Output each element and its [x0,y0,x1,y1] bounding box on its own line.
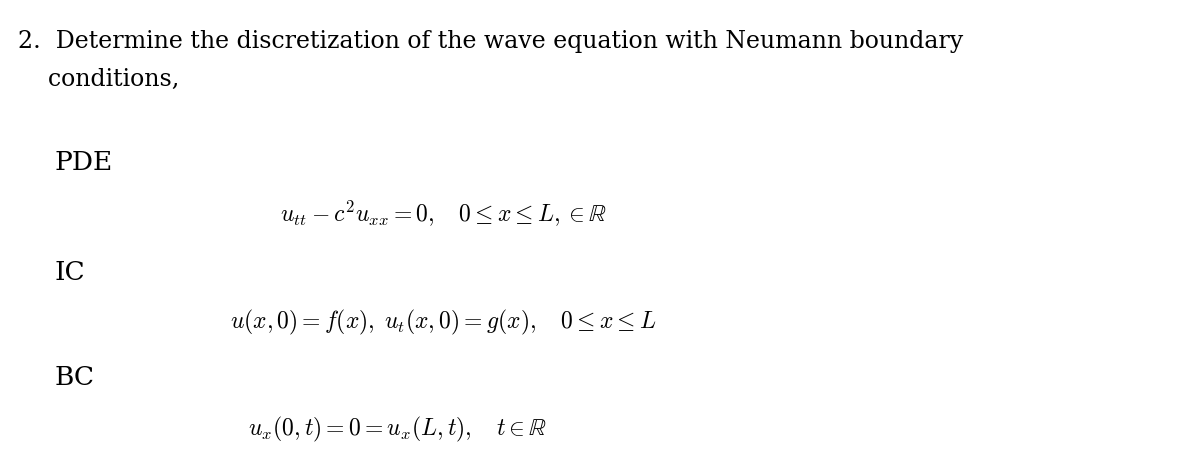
Text: $u_{tt} - c^2u_{xx} = 0, \quad 0 \leq x \leq L, \in \mathbb{R}$: $u_{tt} - c^2u_{xx} = 0, \quad 0 \leq x … [280,198,606,228]
Text: BC: BC [55,365,95,390]
Text: conditions,: conditions, [18,68,179,91]
Text: $u(x,0) = f(x),\; u_t(x,0) = g(x), \quad 0 \leq x \leq L$: $u(x,0) = f(x),\; u_t(x,0) = g(x), \quad… [230,308,656,337]
Text: 2.  Determine the discretization of the wave equation with Neumann boundary: 2. Determine the discretization of the w… [18,30,964,53]
Text: PDE: PDE [55,150,113,175]
Text: IC: IC [55,260,85,285]
Text: $u_x(0,t) = 0 = u_x(L,t), \quad t \in \mathbb{R}$: $u_x(0,t) = 0 = u_x(L,t), \quad t \in \m… [248,415,547,444]
